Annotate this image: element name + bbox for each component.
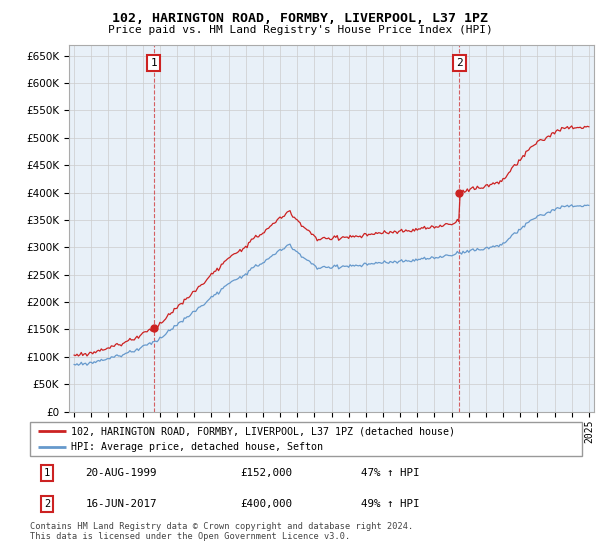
Text: 20-AUG-1999: 20-AUG-1999 [85, 468, 157, 478]
Text: 1: 1 [44, 468, 50, 478]
Text: 2: 2 [44, 499, 50, 509]
Text: HPI: Average price, detached house, Sefton: HPI: Average price, detached house, Seft… [71, 442, 323, 452]
Text: £152,000: £152,000 [240, 468, 292, 478]
Text: 2: 2 [456, 58, 463, 68]
Text: 1: 1 [151, 58, 157, 68]
Text: 16-JUN-2017: 16-JUN-2017 [85, 499, 157, 509]
Text: 102, HARINGTON ROAD, FORMBY, LIVERPOOL, L37 1PZ: 102, HARINGTON ROAD, FORMBY, LIVERPOOL, … [112, 12, 488, 25]
Text: 102, HARINGTON ROAD, FORMBY, LIVERPOOL, L37 1PZ (detached house): 102, HARINGTON ROAD, FORMBY, LIVERPOOL, … [71, 426, 455, 436]
Text: £400,000: £400,000 [240, 499, 292, 509]
Text: Price paid vs. HM Land Registry's House Price Index (HPI): Price paid vs. HM Land Registry's House … [107, 25, 493, 35]
Text: Contains HM Land Registry data © Crown copyright and database right 2024.
This d: Contains HM Land Registry data © Crown c… [30, 522, 413, 542]
FancyBboxPatch shape [30, 422, 582, 456]
Text: 49% ↑ HPI: 49% ↑ HPI [361, 499, 420, 509]
Text: 47% ↑ HPI: 47% ↑ HPI [361, 468, 420, 478]
